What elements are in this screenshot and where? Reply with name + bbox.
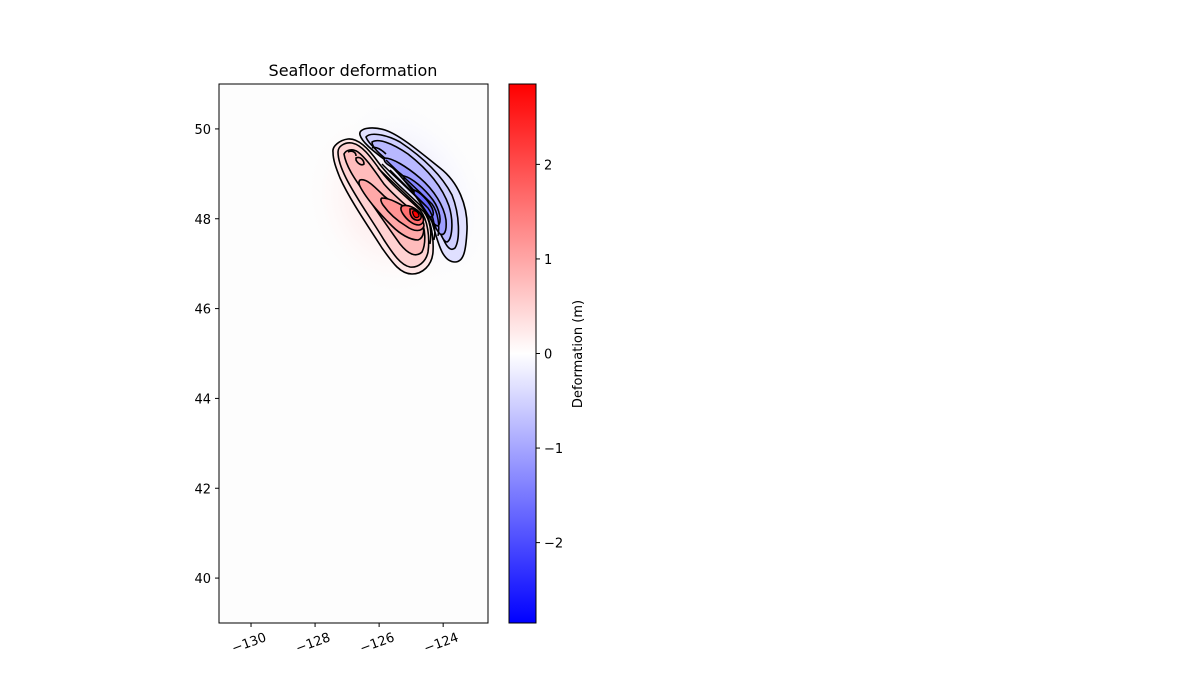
colorbar-tick-label: 1: [544, 253, 552, 268]
x-tick-label: −130: [230, 630, 269, 656]
x-tick-label: −126: [358, 630, 397, 656]
plot-frame: [218, 83, 489, 624]
colorbar: −2 −1 0 1 2 Deformation (m): [508, 83, 586, 624]
plot-area: [218, 83, 489, 624]
y-tick-label: 44: [194, 392, 211, 407]
y-tick-label: 48: [194, 213, 211, 228]
y-tick-label: 50: [194, 123, 211, 138]
x-axis: −130 −128 −126 −124: [230, 623, 461, 657]
contour-neg-7: [371, 146, 387, 155]
colorbar-tick-label: 2: [544, 158, 552, 173]
colorbar-tick-label: −2: [544, 537, 563, 552]
nodal-line-1: [377, 167, 432, 245]
x-tick-label: −128: [294, 630, 333, 656]
uplift-lobe: [332, 138, 434, 275]
y-tick-label: 42: [194, 482, 211, 497]
colorbar-tick-label: −1: [544, 442, 563, 457]
contour-pos-9: [355, 156, 365, 166]
nodal-line-5: [394, 175, 425, 205]
y-tick-label: 40: [194, 572, 211, 587]
y-axis: 40 42 44 46 48 50: [194, 123, 219, 587]
nodal-line-3: [385, 159, 440, 237]
deformation-field: [301, 92, 488, 302]
contour-pos-8: [411, 210, 420, 219]
y-tick-label: 46: [194, 303, 211, 318]
colorbar-ticks: −2 −1 0 1 2: [536, 158, 563, 552]
nodal-contours: [377, 159, 440, 245]
colorbar-tick-label: 0: [544, 348, 552, 363]
contour-pos-10: [347, 150, 357, 157]
x-tick-label: −124: [422, 630, 461, 656]
colorbar-gradient: [508, 83, 537, 624]
chart-title: Seafloor deformation: [269, 61, 438, 80]
colorbar-label: Deformation (m): [571, 300, 586, 408]
